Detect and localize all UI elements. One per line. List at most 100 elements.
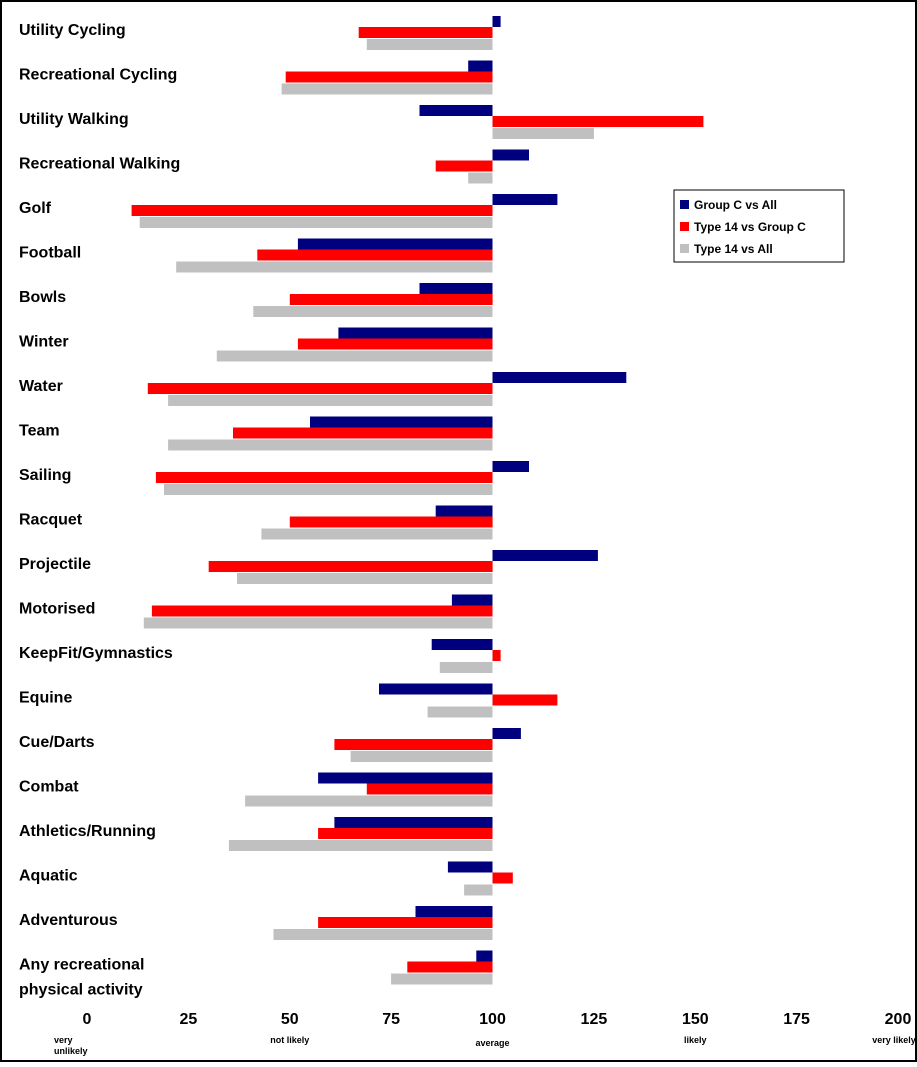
x-descriptor-label: very likely [872,1035,916,1045]
bar [208,561,493,572]
category-label: Motorised [19,601,95,618]
category-label: Recreational Cycling [19,67,177,84]
category-label: Cue/Darts [19,734,95,751]
bar [245,795,493,807]
legend: Group C vs All Type 14 vs Group C Type 14 … [673,189,845,263]
bar [492,650,501,661]
category-label: Sailing [19,467,71,484]
bar [379,683,493,695]
bar [139,217,493,228]
bar [350,751,493,762]
bar [289,294,493,305]
x-descriptor-label: very [54,1035,73,1045]
bar [492,694,558,706]
category-label: KeepFit/Gymnastics [19,645,173,662]
bar [297,238,493,250]
bar [464,884,493,896]
bar [176,261,493,273]
bar [334,817,493,828]
bar [492,461,529,472]
x-descriptor-label: average [475,1038,509,1048]
bar [407,961,493,973]
bar [492,872,513,884]
bar [366,783,493,795]
x-axis-tick-labels: 0 25 50 75 100 125 150 175 200 [83,1011,912,1028]
category-label: physical activity [19,982,143,999]
bar [168,395,493,406]
bar [338,327,493,339]
category-labels: Utility Cycling Recreational Cycling Utili… [19,22,180,999]
category-label: Football [19,245,81,262]
bar [476,950,493,962]
bar [257,249,493,261]
bar [318,828,493,839]
category-label: Bowls [19,289,66,306]
bar [237,573,493,584]
category-label: Recreational Walking [19,156,180,173]
bar [427,706,493,718]
x-tick-label: 50 [281,1011,299,1028]
x-descriptor-label: likely [684,1035,707,1045]
x-tick-label: 175 [783,1011,810,1028]
bar [492,116,704,127]
bar [155,472,493,483]
bar [310,416,493,428]
category-label: Winter [19,334,69,351]
legend-box [673,189,845,263]
bar [297,338,493,350]
x-tick-label: 25 [180,1011,198,1028]
category-label: Combat [19,779,79,796]
bar [435,160,493,172]
category-label: Water [19,378,63,395]
bar [131,205,493,216]
bar [492,128,594,139]
category-label: Team [19,423,60,440]
bar [391,973,493,985]
x-descriptor-label: unlikely [54,1046,88,1056]
bar [492,149,529,161]
category-label: Golf [19,200,52,217]
bar [492,16,501,27]
x-tick-label: 150 [682,1011,709,1028]
category-label: Equine [19,690,72,707]
bar [318,772,493,784]
bar [435,505,493,517]
legend-swatch [680,200,689,209]
bar [334,739,493,750]
category-label: Athletics/Running [19,823,156,840]
x-tick-label: 0 [83,1011,92,1028]
category-label: Any recreational [19,957,144,974]
bar [419,283,493,294]
x-tick-label: 75 [382,1011,400,1028]
bar [261,528,493,540]
bar [273,929,493,940]
bar [216,350,493,362]
bar [285,71,493,83]
bar [366,39,493,50]
bar [318,917,493,928]
bar [164,484,493,495]
bars-layer [131,16,704,985]
bar [492,194,558,205]
x-tick-label: 200 [885,1011,912,1028]
bar [431,639,493,650]
category-label: Utility Cycling [19,22,126,39]
bar [468,172,493,184]
legend-swatch [680,244,689,253]
bar [492,372,627,383]
category-label: Aquatic [19,868,78,885]
bar [228,840,493,851]
bar [147,383,493,394]
legend-label: Group C vs All [694,198,777,212]
bar [289,516,493,528]
category-label: Adventurous [19,912,118,929]
bar [358,27,493,38]
bar [447,861,493,873]
category-label: Projectile [19,556,91,573]
bar [143,617,493,629]
bar [492,550,598,561]
bar [419,105,493,116]
